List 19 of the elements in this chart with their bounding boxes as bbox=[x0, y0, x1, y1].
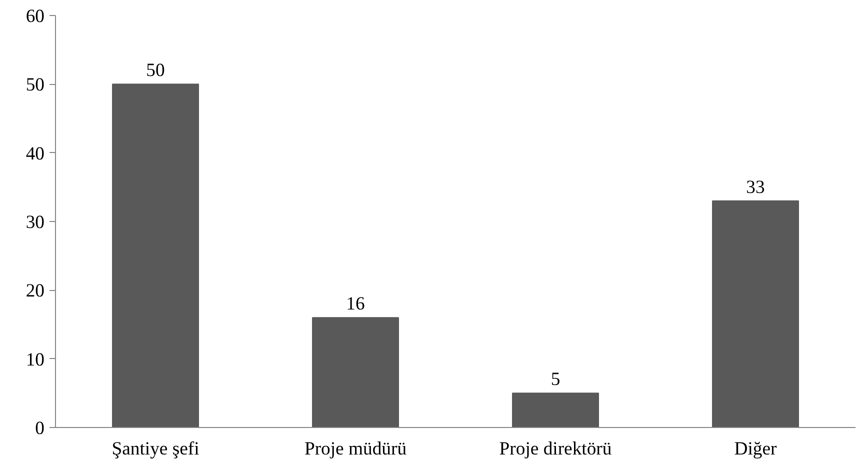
data-label: 33 bbox=[746, 176, 765, 198]
x-tick-label: Proje direktörü bbox=[499, 438, 612, 460]
data-label: 5 bbox=[550, 369, 560, 390]
y-tick-label: 20 bbox=[26, 280, 44, 302]
y-tick-label: 10 bbox=[26, 349, 44, 370]
y-tick-label: 40 bbox=[26, 143, 44, 164]
y-tick-label: 60 bbox=[26, 6, 44, 27]
y-tick-label: 30 bbox=[26, 212, 44, 233]
y-tick-label: 50 bbox=[26, 74, 44, 96]
x-tick-label: Şantiye şefi bbox=[112, 438, 200, 460]
x-tick-label: Proje müdürü bbox=[304, 438, 408, 460]
data-label: 16 bbox=[346, 294, 365, 315]
bar bbox=[712, 200, 799, 428]
data-label: 50 bbox=[146, 60, 165, 82]
bar bbox=[312, 317, 399, 428]
y-tick-label: 0 bbox=[35, 418, 44, 439]
bar bbox=[112, 84, 199, 428]
bar bbox=[512, 392, 599, 428]
x-tick-label: Diğer bbox=[734, 438, 778, 460]
